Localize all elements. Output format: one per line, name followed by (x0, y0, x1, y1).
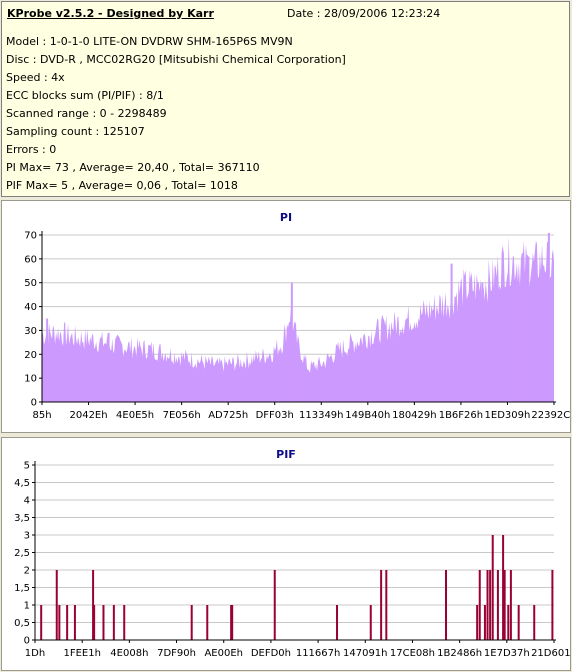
pif-xtick-label: AE00Eh (204, 648, 243, 659)
pif-bar (336, 605, 339, 640)
pif-bar (206, 605, 209, 640)
pi-ytick-label: 0 (31, 398, 37, 409)
pif-bar (230, 605, 233, 640)
pif-bar (102, 605, 105, 640)
pif-bar (55, 570, 58, 640)
pif-bar (123, 605, 126, 640)
pif-chart: 0 0,5 1 1,5 2 2,5 3 3,5 4 4,5 5 1Dh 1FEE1h 4E008h 7DF9… (14, 461, 570, 660)
pif-ytick-label: 3,5 (14, 513, 30, 524)
pif-bar (231, 605, 234, 640)
pif-xtick-label: 1Dh (25, 648, 45, 659)
pif-bar (486, 570, 489, 640)
pif-bar (369, 605, 372, 640)
pi-ytick-label: 20 (24, 350, 37, 361)
pif-ytick-label: 2,5 (14, 548, 30, 559)
pi-xtick-label: AD725h (208, 410, 248, 421)
pi-xtick-label: 7E056h (163, 410, 201, 421)
pif-bar (491, 535, 494, 640)
pi-chart: 0 10 20 30 40 50 60 70 85h 2042Eh 4E0E5h 7E056h AD72… (24, 231, 570, 422)
pi-xtick-label: 149B40h (345, 410, 390, 421)
pif-bar (92, 570, 95, 640)
pif-bar (509, 570, 512, 640)
pif-ytick-label: 2 (24, 566, 30, 577)
app-title: KProbe v2.5.2 - Designed by Karr (7, 7, 214, 20)
pif-ytick-label: 4,5 (14, 478, 30, 489)
pif-bar (40, 605, 43, 640)
pi-xtick-label: 1B6F26h (439, 410, 483, 421)
pif-bar (503, 570, 506, 640)
pi-ytick-label: 40 (24, 302, 37, 313)
pif-bar (380, 570, 383, 640)
pif-ytick-label: 1 (24, 601, 30, 612)
pi-ytick-label: 50 (24, 278, 37, 289)
pif-stats-line: PIF Max= 5 , Average= 0,06 , Total= 1018 (6, 179, 238, 192)
pif-bar (496, 570, 499, 640)
pif-bar (385, 570, 388, 640)
pif-xtick-label: 4E008h (110, 648, 148, 659)
pif-bar (58, 605, 61, 640)
pif-xtick-label: 147091h (343, 648, 388, 659)
pi-ytick-label: 30 (24, 326, 37, 337)
pi-stats-line: PI Max= 73 , Average= 20,40 , Total= 367… (6, 161, 260, 174)
pif-bar (445, 570, 448, 640)
scan-date: Date : 28/09/2006 12:23:24 (287, 7, 441, 20)
pi-xtick-label: 4E0E5h (116, 410, 154, 421)
range-line: Scanned range : 0 - 2298489 (6, 107, 167, 120)
pif-xtick-label: 17CE08h (390, 648, 435, 659)
pi-xtick-label: DFF03h (256, 410, 294, 421)
pif-bar (112, 605, 115, 640)
pif-ytick-label: 4 (24, 496, 30, 507)
sampling-line: Sampling count : 125107 (6, 125, 145, 138)
pif-ytick-label: 1,5 (14, 583, 30, 594)
pif-ytick-label: 0,5 (14, 618, 30, 629)
pif-xtick-label: 7DF90h (157, 648, 196, 659)
pif-chart-panel: PIF 0 0,5 1 1,5 2 2,5 3 3,5 4 4,5 5 1Dh 1FEE1h 4E008h… (1, 437, 571, 671)
pif-bar (483, 605, 486, 640)
pi-chart-title: PI (279, 211, 293, 224)
pi-ytick-label: 70 (24, 231, 37, 242)
pif-ytick-label: 5 (24, 461, 30, 472)
disc-line: Disc : DVD-R , MCC02RG20 [Mitsubishi Che… (6, 53, 346, 66)
pif-bar (66, 605, 69, 640)
pif-bar (190, 605, 193, 640)
pi-xtick-label: 2042Eh (69, 410, 107, 421)
pif-bar (273, 570, 276, 640)
pif-bar (533, 605, 536, 640)
pi-chart-panel: PI 0 10 20 30 40 50 60 70 85h 2042Eh 4E0E5h 7E056h A… (1, 200, 571, 433)
pif-xtick-label: 1FEE1h (63, 648, 100, 659)
pif-chart-title: PIF (276, 448, 296, 461)
pif-bar (551, 570, 554, 640)
pif-ytick-label: 3 (24, 531, 30, 542)
pi-ytick-label: 60 (24, 254, 37, 265)
pif-bar (502, 535, 505, 640)
pif-bar (478, 570, 481, 640)
pi-xtick-label: 180429h (392, 410, 437, 421)
pif-xtick-label: DEFD0h (251, 648, 291, 659)
pi-ytick-label: 10 (24, 374, 37, 385)
pi-xtick-label: 113349h (299, 410, 344, 421)
pi-area-series (42, 236, 554, 402)
info-panel: KProbe v2.5.2 - Designed by Karr Date : … (1, 1, 570, 197)
pif-bar (93, 605, 96, 640)
speed-line: Speed : 4x (6, 71, 65, 84)
model-line: Model : 1-0-1-0 LITE-ON DVDRW SHM-165P6S… (6, 35, 293, 48)
pi-xtick-label: 85h (32, 410, 51, 421)
pif-xtick-label: 1B2486h (437, 648, 482, 659)
pif-ytick-label: 0 (24, 636, 30, 647)
pi-xtick-label: 1ED309h (485, 410, 531, 421)
pif-bar (517, 605, 520, 640)
pif-bar (73, 605, 76, 640)
pif-bar (476, 605, 479, 640)
pif-xtick-label: 21D601h (531, 648, 570, 659)
pif-bar (489, 570, 492, 640)
errors-line: Errors : 0 (6, 143, 57, 156)
pi-xtick-label: 22392Ch (531, 410, 570, 421)
pif-xtick-label: 111667h (296, 648, 341, 659)
pif-xtick-label: 1E7D37h (484, 648, 530, 659)
ecc-line: ECC blocks sum (PI/PIF) : 8/1 (6, 89, 164, 102)
pif-bar (507, 605, 510, 640)
